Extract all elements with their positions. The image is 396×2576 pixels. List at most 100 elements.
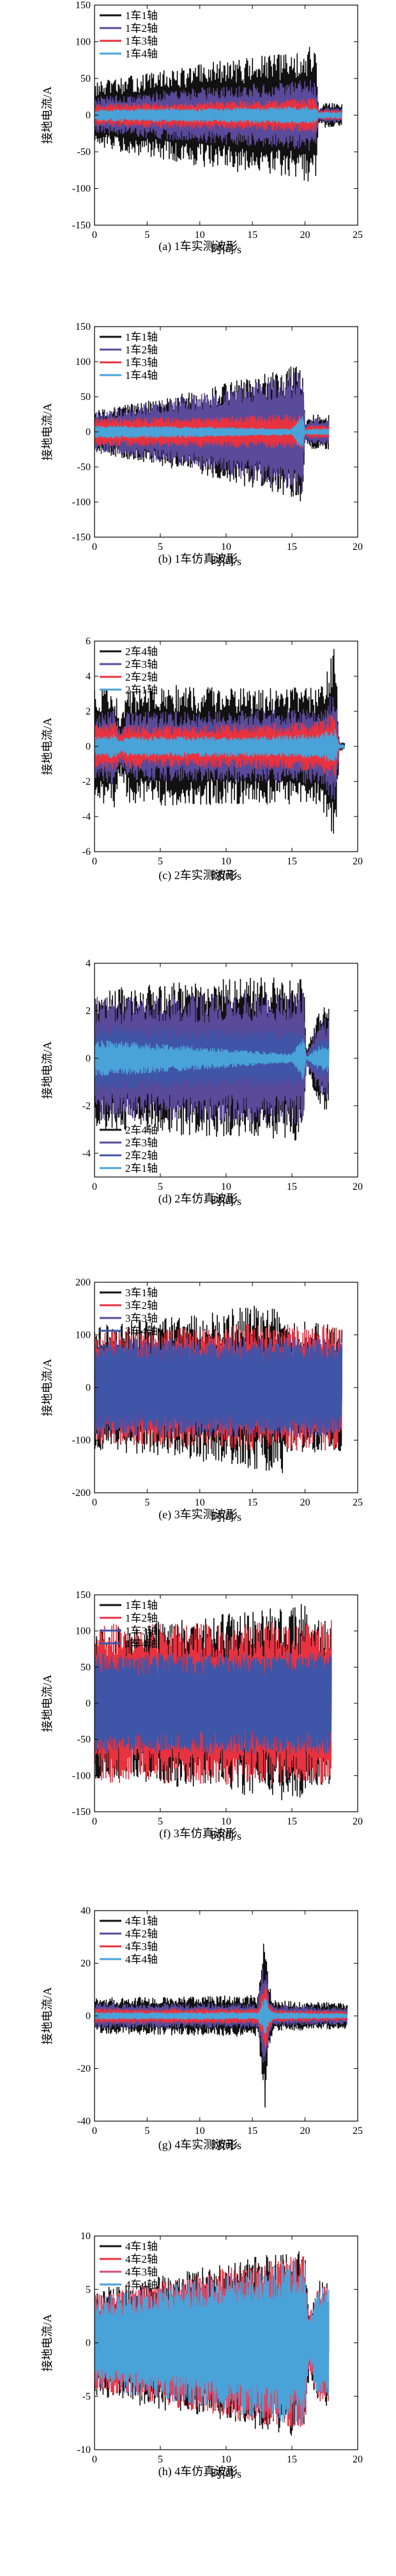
y-tick-label: -4	[82, 811, 91, 822]
y-tick-label: -5	[82, 2391, 91, 2402]
x-tick-label: 15	[247, 2126, 257, 2136]
x-tick-label: 15	[247, 1497, 257, 1508]
legend-label: 4车1轴	[125, 2240, 158, 2253]
y-tick-label: -4	[82, 1148, 91, 1159]
y-tick-label: -10	[77, 2445, 91, 2455]
legend-label: 3车4轴	[125, 1325, 158, 1337]
plot-area	[95, 1604, 332, 1801]
legend-label: 1车1轴	[125, 331, 158, 343]
y-tick-label: 150	[75, 1590, 91, 1601]
legend-label: 1车4轴	[125, 369, 158, 381]
legend-label: 2车1轴	[125, 684, 158, 696]
y-tick-label: -100	[72, 1435, 91, 1446]
x-tick-label: 25	[353, 230, 363, 241]
y-tick-label: -150	[72, 220, 91, 231]
y-tick-label: 0	[86, 110, 91, 121]
y-tick-label: 0	[86, 1053, 91, 1064]
legend-label: 2车2轴	[125, 1150, 158, 1162]
figure-caption: (c) 2车实测波形	[158, 869, 237, 882]
x-tick-label: 0	[92, 230, 97, 241]
x-tick-label: 15	[287, 856, 297, 867]
x-tick-label: 20	[300, 230, 310, 241]
y-tick-label: 5	[86, 2284, 91, 2295]
y-tick-label: 2	[86, 1005, 91, 1016]
chart-4: 0 5 10 15 20 -4 -2 0 2 4 时间/s 接地电流/A 2车4轴2车3轴2车2轴2车1…	[41, 958, 363, 1208]
y-tick-label: 0	[86, 2338, 91, 2349]
y-tick-label: 0	[86, 2011, 91, 2022]
y-tick-label: 2	[86, 706, 91, 717]
x-tick-label: 5	[158, 2454, 163, 2465]
figure-caption: (a) 1车实测波形	[158, 240, 237, 253]
x-tick-label: 0	[92, 2126, 97, 2136]
legend-label: 3车2轴	[125, 1299, 158, 1312]
legend-label: 2车4轴	[125, 1124, 158, 1136]
legend-label: 1车3轴	[125, 1625, 158, 1637]
plot-area	[95, 1943, 348, 2108]
legend-label: 3车3轴	[125, 1312, 158, 1324]
x-tick-label: 10	[195, 230, 205, 241]
y-tick-label: -50	[77, 1735, 91, 1745]
y-tick-label: 50	[80, 73, 91, 84]
y-tick-label: 100	[75, 37, 91, 48]
y-tick-label: -150	[72, 1807, 91, 1817]
legend-label: 1车4轴	[125, 48, 158, 60]
x-tick-label: 5	[144, 230, 149, 241]
legend-label: 4车3轴	[125, 1941, 158, 1953]
legend-label: 1车1轴	[125, 1599, 158, 1611]
y-tick-label: 100	[75, 1626, 91, 1637]
x-tick-label: 25	[353, 2126, 363, 2136]
x-tick-label: 20	[353, 2454, 363, 2465]
legend-label: 3车1轴	[125, 1287, 158, 1299]
chart-2: 0 5 10 15 20 -150 -100 -50 0 50 100 150 时间/s 接地电流/A 1车…	[41, 322, 363, 568]
y-tick-label: 150	[75, 322, 91, 332]
y-tick-label: -100	[72, 1770, 91, 1781]
chart-6: 0 5 10 15 20 -150 -100 -50 0 50 100 150 时间/s 接地电流/A 1车…	[41, 1590, 363, 1842]
series-line-4	[95, 1039, 330, 1079]
x-tick-label: 0	[92, 1497, 97, 1508]
y-tick-label: -150	[72, 532, 91, 543]
y-tick-label: 0	[86, 741, 91, 752]
x-tick-label: 0	[92, 2454, 97, 2465]
y-tick-label: 20	[80, 1958, 91, 1969]
x-tick-label: 20	[353, 1181, 363, 1192]
series-line-4	[95, 106, 343, 124]
y-tick-label: -50	[77, 462, 91, 473]
legend-label: 4车1轴	[125, 1915, 158, 1927]
series-line-4	[95, 1656, 332, 1751]
x-tick-label: 0	[92, 1816, 97, 1827]
y-axis-label: 接地电流/A	[41, 1675, 54, 1732]
chart-5: 0 5 10 15 20 25-200-1000100200时间/s接地电流/A3车1轴3…	[41, 1277, 363, 1523]
figure-caption: (e) 3车实测波形	[158, 1508, 237, 1521]
plot-area	[95, 366, 330, 501]
x-tick-label: 5	[158, 1816, 163, 1827]
x-tick-label: 15	[287, 2454, 297, 2465]
y-tick-label: -2	[82, 1100, 91, 1111]
x-tick-label: 5	[158, 856, 163, 867]
chart-1: 0 5 10 15 20 25 -150 -100 -50 0 50 100 150 时间/s 接地电流/A…	[41, 0, 363, 256]
y-tick-label: -40	[77, 2116, 91, 2127]
y-tick-label: -200	[72, 1488, 91, 1499]
figure-caption: (d) 2车仿真波形	[158, 1192, 238, 1206]
y-tick-label: 40	[80, 1906, 91, 1916]
legend-label: 2车4轴	[125, 646, 158, 658]
y-tick-label: 10	[80, 2231, 91, 2242]
plot-area	[95, 2251, 330, 2436]
legend-label: 2车3轴	[125, 658, 158, 670]
x-axis-label: 时间/s	[211, 2468, 241, 2480]
x-tick-label: 15	[247, 230, 257, 241]
x-tick-label: 0	[92, 1181, 97, 1192]
x-tick-label: 10	[195, 1497, 205, 1508]
y-tick-label: -100	[72, 497, 91, 508]
chart-7: 0 5 10 15 20 25-40-2002040时间/s接地电流/A4车1轴4车2轴4…	[41, 1906, 363, 2152]
y-axis-label: 接地电流/A	[41, 2314, 54, 2371]
legend-label: 1车3轴	[125, 357, 158, 369]
x-tick-label: 15	[287, 542, 297, 552]
x-tick-label: 10	[221, 2454, 231, 2465]
x-axis-label: 时间/s	[211, 243, 241, 256]
legend-label: 4车4轴	[125, 1953, 158, 1965]
x-tick-label: 5	[158, 1181, 163, 1192]
series-line-4	[95, 416, 330, 447]
series-line-4	[95, 2261, 330, 2425]
